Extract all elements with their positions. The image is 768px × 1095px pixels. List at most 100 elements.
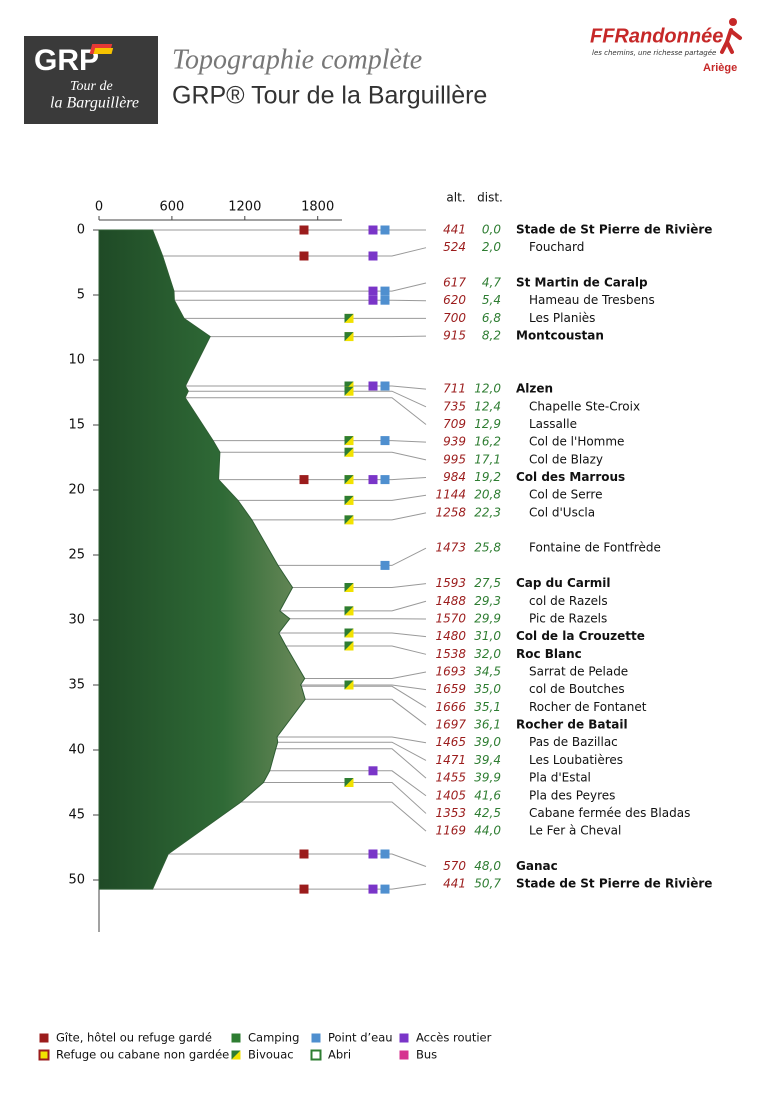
icon-part bbox=[368, 295, 378, 305]
x-tick-label: 0 bbox=[95, 200, 103, 215]
brand-name: FFRandonnée bbox=[590, 25, 723, 47]
y-tick-label: 15 bbox=[68, 418, 85, 433]
waypoint-name: Pla des Peyres bbox=[529, 788, 615, 802]
icon bbox=[299, 225, 309, 235]
icon bbox=[368, 381, 378, 391]
icon-part bbox=[299, 475, 309, 485]
icon bbox=[399, 1050, 409, 1060]
leader-line bbox=[300, 684, 427, 691]
leader-line bbox=[218, 477, 427, 481]
icon bbox=[380, 225, 390, 235]
icon bbox=[344, 778, 354, 787]
icon bbox=[344, 515, 354, 525]
icon-part bbox=[344, 583, 354, 592]
waypoint-name: Fouchard bbox=[529, 240, 584, 254]
leader-line bbox=[279, 600, 427, 612]
waypoint-name: Col d'Uscla bbox=[529, 505, 595, 519]
y-tick-label: 25 bbox=[68, 548, 85, 563]
dist-label: 42,5 bbox=[474, 806, 501, 820]
icon-part bbox=[299, 849, 309, 859]
waypoint-name: Chapelle Ste-Croix bbox=[529, 399, 640, 413]
dist-label: 19,2 bbox=[474, 470, 501, 484]
icon bbox=[380, 286, 390, 296]
leader-line bbox=[277, 741, 427, 761]
hiker-icon bbox=[720, 18, 742, 54]
icon-part bbox=[344, 680, 354, 690]
icon bbox=[299, 849, 309, 859]
icon-part bbox=[344, 386, 354, 396]
icon bbox=[299, 251, 309, 261]
leader-line bbox=[188, 390, 427, 408]
icon bbox=[231, 1033, 241, 1043]
dist-label: 39,0 bbox=[474, 735, 501, 749]
waypoint-name: Ganac bbox=[516, 859, 558, 873]
icon-part bbox=[380, 295, 390, 305]
dist-label: 2,0 bbox=[482, 240, 501, 254]
waypoint-name: Cap du Carmil bbox=[516, 576, 611, 590]
alt-label: 995 bbox=[443, 452, 466, 466]
waypoint-name: Pla d'Estal bbox=[529, 771, 591, 785]
y-tick-label: 20 bbox=[68, 483, 85, 498]
leader-line bbox=[269, 770, 427, 797]
legend-label: Gîte, hôtel ou refuge gardé bbox=[56, 1031, 212, 1045]
alt-label: 524 bbox=[443, 240, 466, 254]
alt-label: 1593 bbox=[435, 576, 466, 590]
icon bbox=[368, 766, 378, 776]
icon-part bbox=[344, 628, 354, 638]
waypoint-name: Montcoustan bbox=[516, 329, 604, 343]
icon-part bbox=[344, 313, 354, 323]
icon bbox=[344, 475, 354, 485]
leader-line bbox=[213, 440, 427, 443]
icon-part bbox=[368, 475, 378, 485]
brand-region: Ariège bbox=[703, 62, 737, 74]
alt-label: 1570 bbox=[435, 611, 466, 625]
logo-title: GRP bbox=[34, 44, 99, 77]
leader-line bbox=[305, 698, 427, 726]
icon bbox=[380, 295, 390, 305]
column-label: alt. bbox=[446, 191, 465, 205]
dist-label: 35,1 bbox=[474, 700, 501, 714]
leader-line bbox=[301, 685, 427, 708]
alt-label: 709 bbox=[443, 417, 466, 431]
dist-label: 39,4 bbox=[474, 753, 501, 767]
alt-label: 1353 bbox=[435, 806, 466, 820]
alt-label: 617 bbox=[443, 276, 466, 290]
icon bbox=[38, 1049, 50, 1061]
dist-label: 22,3 bbox=[474, 505, 501, 519]
dist-label: 35,0 bbox=[474, 682, 501, 696]
dist-label: 12,0 bbox=[474, 382, 501, 396]
leader-line bbox=[185, 385, 427, 390]
icon bbox=[344, 386, 354, 396]
alt-label: 1471 bbox=[435, 753, 466, 767]
logo-line: la Barguillère bbox=[50, 95, 139, 112]
waypoint-name: Lassalle bbox=[529, 417, 577, 431]
icon bbox=[368, 884, 378, 894]
waypoint-name: Col de Blazy bbox=[529, 452, 603, 466]
icon-part bbox=[344, 475, 354, 485]
alt-label: 1480 bbox=[435, 629, 466, 643]
alt-label: 441 bbox=[443, 877, 466, 891]
leader-line bbox=[173, 282, 427, 292]
icon-part bbox=[380, 225, 390, 235]
icon-part bbox=[368, 225, 378, 235]
icon bbox=[310, 1049, 322, 1061]
icon-part bbox=[344, 436, 354, 446]
y-tick-label: 35 bbox=[68, 678, 85, 693]
dist-label: 25,8 bbox=[474, 541, 501, 555]
alt-label: 939 bbox=[443, 435, 466, 449]
leader-line bbox=[162, 247, 427, 257]
icon-part bbox=[368, 381, 378, 391]
alt-label: 620 bbox=[443, 293, 466, 307]
waypoint-name: Pic de Razels bbox=[529, 611, 607, 625]
alt-label: 700 bbox=[443, 311, 466, 325]
icon-part bbox=[368, 884, 378, 894]
icon bbox=[380, 884, 390, 894]
icon-part bbox=[380, 286, 390, 296]
leader-line bbox=[237, 494, 427, 501]
legend-label: Accès routier bbox=[416, 1031, 492, 1045]
alt-label: 1144 bbox=[435, 488, 466, 502]
icon-part bbox=[344, 495, 354, 505]
dist-label: 31,0 bbox=[474, 629, 501, 643]
icon-part bbox=[344, 332, 354, 342]
waypoint-name: Col de Serre bbox=[529, 488, 602, 502]
